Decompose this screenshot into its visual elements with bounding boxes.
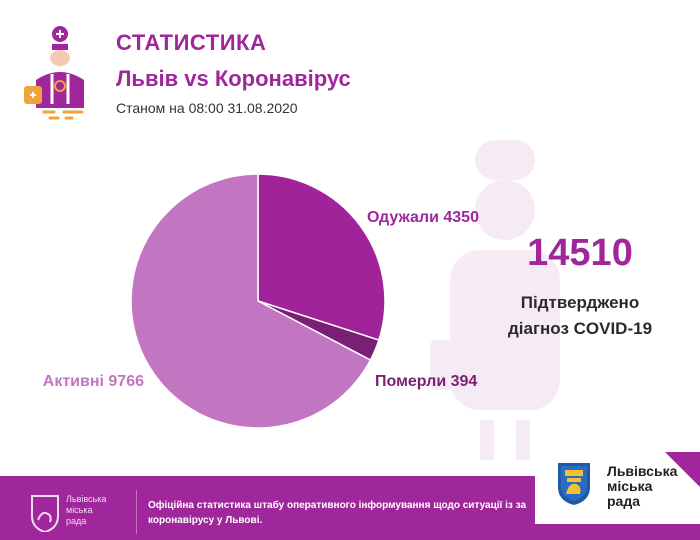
background-doctor-illustration	[430, 140, 560, 460]
lion-coat-of-arms-icon	[558, 463, 590, 505]
badge-line-3: рада	[607, 493, 641, 509]
pie-label-0: Одужали 4350	[367, 209, 479, 226]
pie-label-1: Померли 394	[375, 373, 477, 390]
badge-line-2: міська	[607, 478, 653, 494]
pie-slice-2	[130, 173, 372, 429]
city-council-badge: Львівська міська рада	[535, 452, 700, 524]
footer-divider	[136, 490, 137, 534]
page-subtitle: Львів vs Коронавірус	[116, 66, 351, 91]
total-cases-caption: Підтверджено діагноз COVID-19	[480, 290, 680, 342]
pie-chart: Одужали 4350 Померли 394 Активні 9766	[43, 173, 479, 429]
footer-text: Офіційна статистика штабу оперативного і…	[148, 500, 527, 526]
footer-logo-line-1: Львівська	[66, 494, 107, 504]
footer-logo-line-3: рада	[66, 516, 87, 526]
caption-line-1: Підтверджено	[520, 293, 640, 312]
total-cases-number: 14510	[527, 232, 633, 274]
pie-label-2: Активні 9766	[43, 373, 144, 390]
badge-line-1: Львівська	[607, 463, 678, 479]
pie-slice-0	[257, 173, 386, 342]
date-text: Станом на 08:00 31.08.2020	[116, 100, 298, 116]
badge-text: Львівська міська рада	[607, 464, 677, 509]
page-title: СТАТИСТИКА	[116, 30, 267, 55]
doctor-icon	[24, 26, 84, 120]
footer-coat-of-arms-icon	[31, 495, 59, 532]
caption-line-2: діагноз COVID-19	[507, 319, 653, 338]
footer-logo-line-2: міська	[66, 505, 93, 515]
footer-logo-text: Львівська міська рада	[66, 494, 106, 527]
